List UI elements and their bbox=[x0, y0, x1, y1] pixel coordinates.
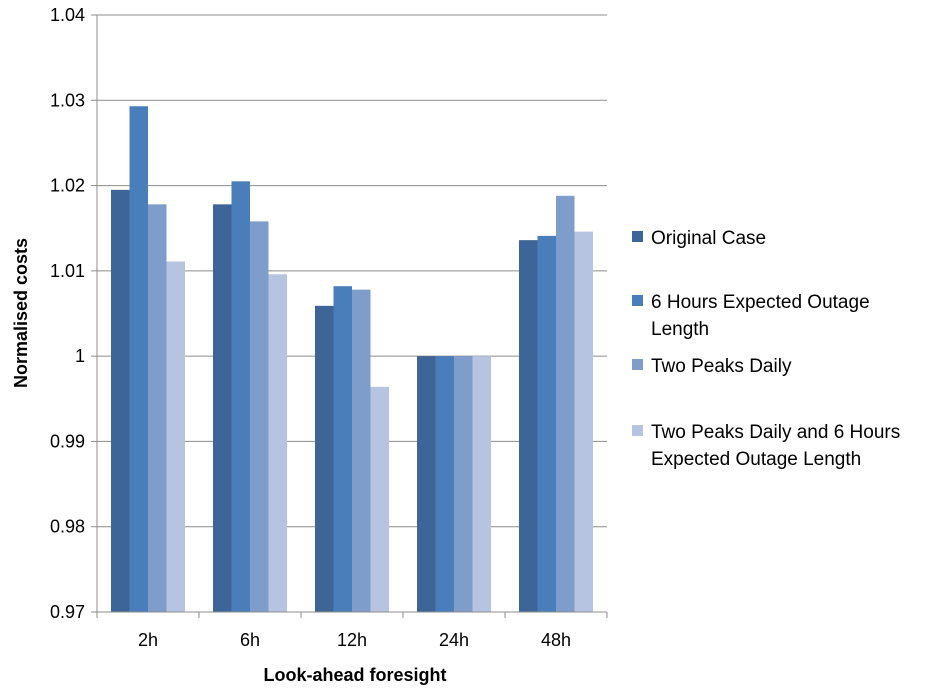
bar-2h-series-3 bbox=[148, 204, 167, 612]
y-tick-label: 0.97 bbox=[50, 602, 85, 622]
x-tick-label: 2h bbox=[138, 630, 158, 650]
y-tick-label: 0.99 bbox=[50, 431, 85, 451]
bar-24h-series-4 bbox=[472, 356, 491, 612]
bar-2h-series-4 bbox=[166, 261, 185, 612]
y-tick-label: 1.01 bbox=[50, 261, 85, 281]
legend-label: 6 Hours Expected Outage Length bbox=[651, 292, 870, 340]
y-tick-label: 1.02 bbox=[50, 176, 85, 196]
y-tick-label: 1.04 bbox=[50, 5, 85, 25]
legend-label: Two Peaks Daily bbox=[651, 356, 792, 377]
bar-2h-series-1 bbox=[111, 189, 130, 613]
bar-2h-series-2 bbox=[129, 106, 148, 613]
y-axis-title: Normalised costs bbox=[11, 238, 31, 388]
y-tick-label: 0.98 bbox=[50, 517, 85, 537]
bars bbox=[111, 106, 593, 613]
bar-48h-series-1 bbox=[519, 240, 538, 612]
bar-12h-series-2 bbox=[333, 286, 352, 612]
bar-12h-series-1 bbox=[315, 305, 334, 612]
bar-24h-series-3 bbox=[454, 356, 473, 612]
bar-24h-series-2 bbox=[435, 356, 454, 612]
legend-swatch bbox=[632, 295, 643, 306]
y-tick-label: 1 bbox=[75, 346, 85, 366]
bar-6h-series-4 bbox=[268, 274, 287, 612]
legend-swatch bbox=[632, 425, 643, 436]
bar-12h-series-4 bbox=[370, 386, 389, 612]
bar-48h-series-2 bbox=[537, 235, 556, 612]
legend-item-3: Two Peaks Daily bbox=[632, 356, 792, 377]
x-tick-label: 6h bbox=[240, 630, 260, 650]
x-axis-title: Look-ahead foresight bbox=[263, 665, 446, 685]
x-tick-labels: 2h 6h 12h 24h 48h bbox=[138, 630, 571, 650]
legend-label: Two Peaks Daily and 6 Hours Expected Outa… bbox=[651, 422, 900, 470]
bar-6h-series-2 bbox=[231, 181, 250, 613]
axes bbox=[91, 14, 608, 618]
x-tick-label: 12h bbox=[337, 630, 367, 650]
y-tick-label: 1.03 bbox=[50, 90, 85, 110]
legend-item-2: 6 Hours Expected Outage Length bbox=[632, 292, 870, 340]
bar-6h-series-1 bbox=[213, 204, 232, 612]
legend-swatch bbox=[632, 231, 643, 242]
legend-label: Original Case bbox=[651, 228, 766, 249]
legend-swatch bbox=[632, 359, 643, 370]
bar-48h-series-4 bbox=[574, 231, 593, 612]
x-tick-label: 48h bbox=[541, 630, 571, 650]
bar-6h-series-3 bbox=[250, 221, 269, 613]
bar-48h-series-3 bbox=[556, 195, 575, 612]
bar-12h-series-3 bbox=[352, 289, 371, 612]
x-tick-label: 24h bbox=[439, 630, 469, 650]
legend-item-4: Two Peaks Daily and 6 Hours Expected Outa… bbox=[632, 422, 900, 470]
legend-item-1: Original Case bbox=[632, 228, 766, 249]
legend: Original Case 6 Hours Expected Outage Leng… bbox=[632, 228, 900, 470]
y-tick-labels: 0.97 0.98 0.99 1 1.01 1.02 1.03 1.04 bbox=[50, 5, 85, 622]
bar-24h-series-1 bbox=[417, 356, 436, 612]
